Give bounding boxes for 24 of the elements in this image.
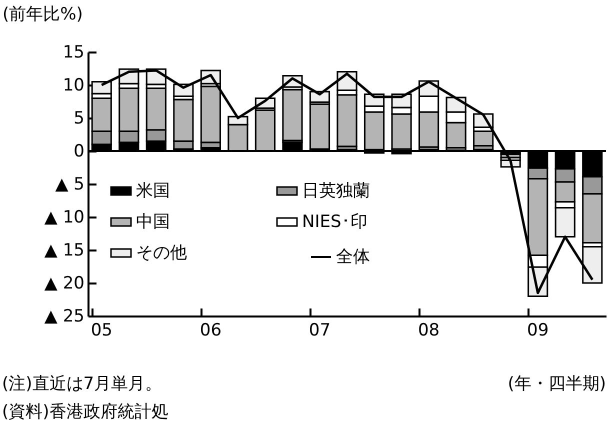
x-tick-label: 07 [308,320,331,340]
y-tick-label: ▲ 10 [44,208,84,228]
x-tick-label: 08 [418,320,440,340]
legend-label: その他 [136,243,187,263]
y-tick-label: ▲ 5 [55,174,84,194]
legend-label: 中国 [136,212,170,232]
y-tick-label: ▲ 15 [44,240,84,260]
text: (資料)香港政府統計処 [2,402,168,422]
y-tick-label: ▲ 25 [44,306,84,326]
legend-label: 米国 [136,181,170,201]
text: (年・四半期) [508,374,606,394]
legend-label: 日英独蘭 [302,181,370,201]
y-tick-label: 0 [74,142,84,162]
y-tick-label: 5 [74,108,84,128]
x-tick-label: 09 [527,320,549,340]
legend-label: 全体 [336,247,370,267]
legend-label: NIES･印 [302,212,368,232]
text: (注)直近は7月単月。 [2,374,162,394]
x-tick-label: 05 [90,320,112,340]
y-tick-label: ▲ 20 [44,274,84,294]
y-axis-title: (前年比%) [2,4,83,24]
x-tick-label: 06 [200,320,222,340]
y-tick-label: 10 [62,76,84,96]
y-tick-label: 15 [62,42,84,62]
